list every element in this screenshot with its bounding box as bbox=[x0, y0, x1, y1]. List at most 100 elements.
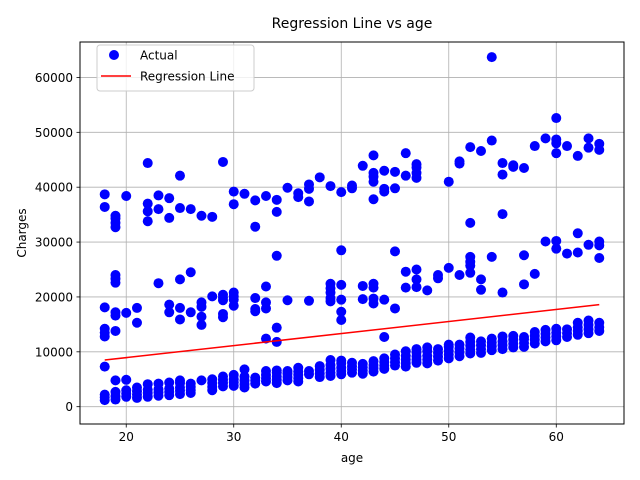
data-point bbox=[411, 282, 422, 293]
data-point bbox=[99, 302, 110, 313]
data-point bbox=[239, 188, 250, 199]
data-point bbox=[250, 221, 261, 232]
data-point bbox=[433, 344, 444, 355]
data-point bbox=[153, 190, 164, 201]
data-point bbox=[443, 262, 454, 273]
data-point bbox=[142, 379, 153, 390]
data-point bbox=[497, 158, 508, 169]
data-point bbox=[110, 269, 121, 280]
data-point bbox=[454, 269, 465, 280]
data-point bbox=[282, 366, 293, 377]
data-point bbox=[594, 252, 605, 263]
data-point bbox=[336, 355, 347, 366]
y-tick-label: 60000 bbox=[35, 71, 73, 85]
data-point bbox=[465, 332, 476, 343]
data-point bbox=[390, 246, 401, 257]
data-point bbox=[347, 357, 357, 368]
data-point bbox=[174, 302, 185, 313]
data-point bbox=[368, 293, 379, 304]
data-point bbox=[379, 353, 390, 364]
data-point bbox=[572, 317, 583, 328]
data-point bbox=[583, 239, 594, 250]
data-point bbox=[164, 299, 175, 310]
data-point bbox=[153, 204, 164, 215]
data-point bbox=[99, 323, 110, 334]
data-point bbox=[529, 141, 540, 152]
data-point bbox=[260, 366, 271, 377]
y-tick-label: 20000 bbox=[35, 290, 73, 304]
data-point bbox=[411, 274, 422, 285]
data-point bbox=[411, 159, 422, 170]
data-point bbox=[368, 278, 379, 289]
data-point bbox=[250, 293, 261, 304]
data-point bbox=[519, 162, 530, 173]
data-point bbox=[422, 342, 433, 353]
data-point bbox=[121, 190, 132, 201]
axis-ticks: 20 30 40 50 60 0 10000 20000 30000 40000 50000 6000… bbox=[35, 71, 564, 444]
data-point bbox=[217, 308, 228, 319]
data-point bbox=[368, 150, 379, 161]
data-point bbox=[594, 317, 605, 328]
data-point bbox=[390, 183, 401, 194]
data-point bbox=[164, 377, 175, 388]
data-point bbox=[583, 142, 594, 153]
data-point bbox=[121, 307, 132, 318]
data-point bbox=[271, 194, 282, 205]
data-point bbox=[110, 375, 121, 386]
data-point bbox=[185, 204, 196, 215]
data-point bbox=[594, 236, 605, 247]
data-point bbox=[196, 375, 207, 386]
data-point bbox=[271, 322, 282, 333]
data-point bbox=[551, 113, 562, 124]
data-point bbox=[368, 356, 379, 367]
data-point bbox=[303, 366, 314, 377]
data-point bbox=[540, 133, 551, 144]
x-axis-label: age bbox=[341, 451, 363, 465]
data-point bbox=[164, 307, 175, 318]
data-point bbox=[400, 148, 411, 159]
data-point bbox=[110, 210, 121, 221]
data-point bbox=[368, 167, 379, 178]
data-point bbox=[529, 268, 540, 279]
data-point bbox=[400, 266, 411, 277]
data-point bbox=[347, 180, 357, 191]
data-point bbox=[314, 172, 325, 183]
data-point bbox=[540, 236, 551, 247]
data-point bbox=[228, 287, 239, 298]
data-point bbox=[562, 324, 573, 335]
data-point bbox=[282, 295, 293, 306]
data-point bbox=[196, 297, 207, 308]
data-point bbox=[572, 247, 583, 258]
data-point bbox=[99, 389, 110, 400]
data-point bbox=[260, 297, 271, 308]
data-point bbox=[486, 333, 497, 344]
data-point bbox=[336, 187, 347, 198]
data-point bbox=[185, 267, 196, 278]
data-point bbox=[271, 250, 282, 261]
legend: Actual Regression Line bbox=[96, 44, 255, 92]
plot-frame bbox=[79, 41, 625, 425]
data-point bbox=[551, 134, 562, 145]
data-point bbox=[271, 365, 282, 376]
actual-points bbox=[99, 52, 605, 406]
x-tick-label: 20 bbox=[119, 430, 134, 444]
data-point bbox=[368, 194, 379, 205]
data-point bbox=[293, 188, 304, 199]
y-tick-label: 50000 bbox=[35, 126, 73, 140]
data-point bbox=[325, 355, 336, 366]
data-point bbox=[228, 369, 239, 380]
data-point bbox=[196, 311, 207, 322]
data-point bbox=[551, 243, 562, 254]
data-point bbox=[303, 196, 314, 207]
chart-title: Regression Line vs age bbox=[272, 16, 433, 32]
data-point bbox=[174, 274, 185, 285]
data-point bbox=[390, 349, 401, 360]
data-point bbox=[142, 198, 153, 209]
data-point bbox=[519, 279, 530, 290]
data-point bbox=[379, 294, 390, 305]
data-point bbox=[529, 327, 540, 338]
data-point bbox=[142, 216, 153, 227]
data-point bbox=[390, 303, 401, 314]
y-tick-label: 0 bbox=[65, 400, 73, 414]
